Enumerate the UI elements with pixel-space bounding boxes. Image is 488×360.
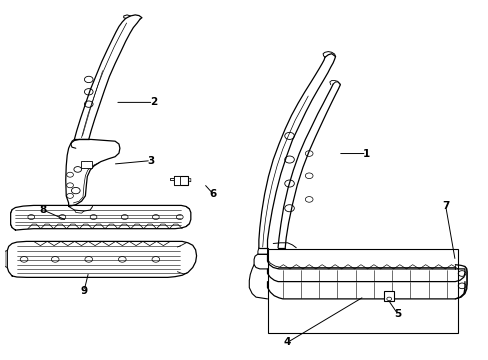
Bar bbox=[384, 292, 393, 301]
Text: 4: 4 bbox=[284, 337, 291, 347]
Text: 5: 5 bbox=[393, 309, 401, 319]
Text: 3: 3 bbox=[147, 156, 154, 166]
Text: 9: 9 bbox=[80, 286, 87, 296]
Bar bbox=[173, 176, 187, 185]
Text: 6: 6 bbox=[209, 189, 217, 199]
Text: 1: 1 bbox=[362, 149, 369, 158]
Bar bbox=[81, 161, 92, 168]
Text: 7: 7 bbox=[441, 202, 448, 211]
Text: 8: 8 bbox=[40, 205, 47, 215]
Bar bbox=[267, 249, 457, 333]
Text: 2: 2 bbox=[149, 98, 157, 107]
Bar bbox=[173, 176, 180, 185]
